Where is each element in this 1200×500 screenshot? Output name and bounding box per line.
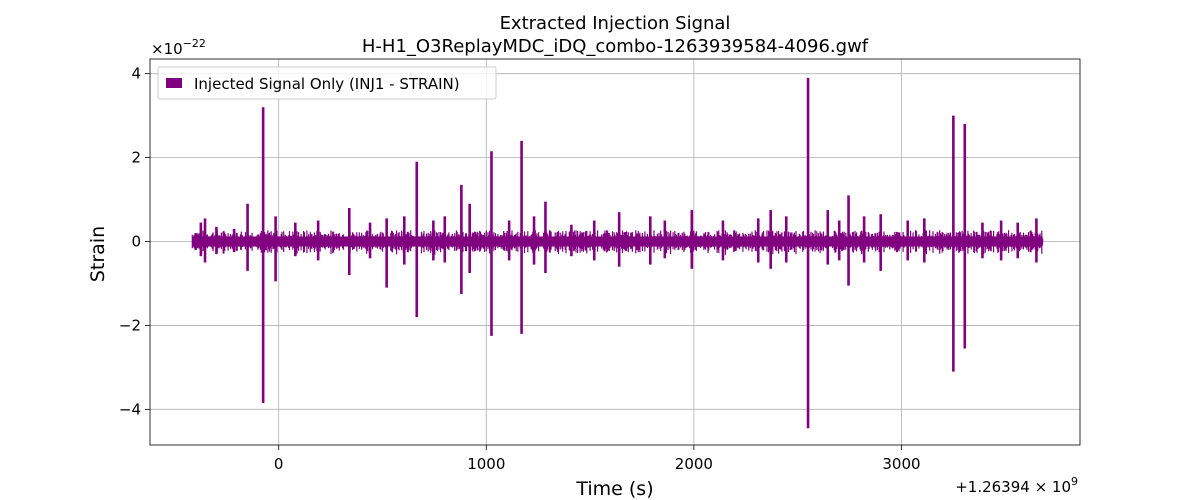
legend-label: Injected Signal Only (INJ1 - STRAIN): [194, 75, 460, 93]
axis-ticks: 0 1000 2000 3000 −4 −2 0 2 4: [119, 65, 921, 473]
y-tick-label: −2: [119, 316, 141, 334]
legend-swatch: [166, 78, 182, 88]
y-tick-label: 0: [131, 233, 141, 251]
x-tick-label: 0: [274, 455, 284, 473]
chart-title: Extracted Injection Signal: [500, 13, 731, 34]
y-tick-label: −4: [119, 400, 141, 418]
chart-subtitle: H-H1_O3ReplayMDC_iDQ_combo-1263939584-40…: [362, 36, 869, 57]
x-offset-label: +1.26394 × 109: [955, 475, 1078, 496]
y-tick-label: 4: [131, 65, 141, 83]
x-tick-label: 2000: [675, 455, 713, 473]
x-tick-label: 3000: [882, 455, 920, 473]
legend: Injected Signal Only (INJ1 - STRAIN): [157, 66, 497, 100]
y-tick-label: 2: [131, 149, 141, 167]
x-axis-label: Time (s): [575, 478, 653, 500]
data-layer: [191, 77, 1044, 429]
y-axis-label: Strain: [87, 226, 109, 282]
y-scale-multiplier: ×10−22: [151, 37, 206, 58]
plot-frame: [149, 58, 1081, 446]
x-tick-label: 1000: [467, 455, 505, 473]
legend-box: [157, 66, 497, 100]
